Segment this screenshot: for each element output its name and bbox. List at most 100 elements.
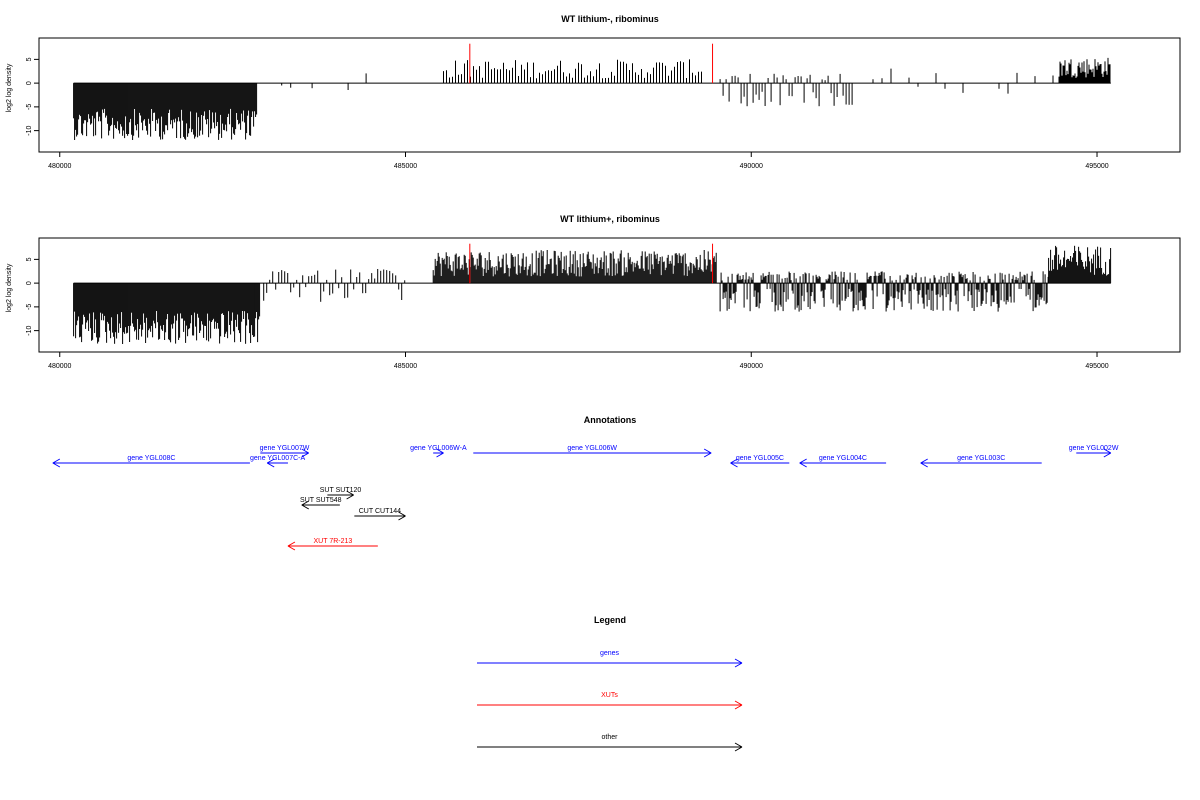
legend-item: XUTs: [477, 692, 743, 710]
annotation-feature: gene YGL008C: [52, 455, 250, 468]
legend-title: Legend: [594, 615, 626, 625]
annotation-arrow-head: [1103, 452, 1112, 458]
annotation-feature: gene YGL007C-A: [250, 455, 305, 468]
annotations-section: Annotations gene YGL008C gene YGL007C-Age…: [52, 415, 1119, 551]
legend-section: Legend genes XUTs other: [477, 615, 743, 752]
y-tick-label: -5: [26, 104, 33, 110]
annotation-arrow-head: [266, 458, 275, 464]
annotation-arrow-head: [799, 462, 807, 468]
annotation-arrow-head: [301, 452, 309, 458]
annotation-label: gene YGL006W: [567, 445, 617, 452]
x-tick-label: 495000: [1085, 363, 1108, 370]
annotation-label: gene YGL007W: [260, 445, 310, 452]
legend-arrow-head: [734, 746, 743, 752]
annotation-arrow-head: [703, 448, 712, 454]
y-tick-label: 5: [26, 57, 33, 61]
annotation-arrow-head: [346, 494, 354, 500]
y-tick-label: 0: [26, 81, 33, 85]
y-axis-label: log2 log density: [6, 263, 13, 312]
track-panel-lithium-plus: WT lithium+, ribominus log2 log density …: [6, 214, 1181, 370]
legend-label: genes: [600, 650, 620, 657]
annotation-arrow-head: [799, 458, 807, 464]
bar-layer: [73, 57, 1111, 140]
legend-arrow-head: [734, 700, 743, 706]
annotation-label: CUT CUT144: [359, 508, 401, 515]
annotation-label: gene YGL003C: [957, 455, 1005, 462]
x-tick-label: 480000: [48, 363, 71, 370]
legend-item: genes: [477, 650, 743, 668]
legend-arrow-head: [734, 742, 743, 748]
marker-layer: [469, 243, 714, 284]
x-tick-label: 490000: [740, 163, 763, 170]
y-tick-label: -10: [26, 125, 33, 135]
annotation-arrow-head: [920, 462, 928, 468]
legend-arrow-head: [734, 704, 743, 710]
annotation-feature: gene YGL006W: [473, 445, 712, 458]
legend-items: genes XUTs other: [477, 650, 743, 752]
legend-arrow-head: [734, 662, 743, 668]
plot-frame: [38, 237, 1181, 353]
legend-item: other: [477, 734, 743, 752]
y-tick-label: 5: [26, 257, 33, 261]
y-axis-label: log2 log density: [6, 63, 13, 112]
y-tick-label: 0: [26, 281, 33, 285]
y-tick-label: -5: [26, 304, 33, 310]
legend-label: other: [602, 734, 619, 741]
annotation-arrow-head: [287, 545, 296, 551]
annotation-feature: gene YGL006W-A: [410, 445, 467, 458]
annotation-feature: SUT SUT120: [320, 487, 362, 500]
annotation-arrow-head: [436, 448, 444, 454]
x-tick-label: 490000: [740, 363, 763, 370]
annotation-feature: CUT CUT144: [354, 508, 406, 521]
annotation-feature: gene YGL004C: [799, 455, 887, 468]
annotation-arrows: gene YGL008C gene YGL007C-A gene YGL007W ge…: [52, 445, 1119, 551]
annotation-label: XUT 7R-213: [314, 538, 353, 545]
y-tick-label: -10: [26, 325, 33, 335]
annotation-arrow-head: [730, 458, 738, 464]
annotation-label: SUT SUT120: [320, 487, 362, 494]
annotation-feature: gene YGL003C: [920, 455, 1042, 468]
annotation-feature: XUT 7R-213: [287, 538, 378, 551]
annotation-arrow-head: [301, 500, 310, 506]
annotation-feature: gene YGL007W: [260, 445, 310, 458]
annotation-label: gene YGL002W: [1069, 445, 1119, 452]
annotation-arrow-head: [52, 462, 61, 468]
annotation-label: gene YGL007C-A: [250, 455, 305, 462]
annotation-arrow-head: [920, 458, 928, 464]
annotation-arrow-head: [703, 452, 712, 458]
annotation-arrow-head: [52, 458, 61, 464]
annotation-arrow-head: [1103, 448, 1112, 454]
annotation-arrow-head: [301, 504, 310, 510]
annotation-arrow-head: [346, 490, 354, 496]
annotation-label: gene YGL004C: [819, 455, 867, 462]
x-tick-label: 485000: [394, 163, 417, 170]
x-tick-label: 480000: [48, 163, 71, 170]
annotation-feature: gene YGL005C: [730, 455, 790, 468]
plot-frame: [38, 37, 1181, 153]
annotation-arrow-head: [398, 515, 406, 521]
annotation-arrow-head: [266, 462, 275, 468]
track-panel-lithium-minus: WT lithium-, ribominus log2 log density …: [6, 14, 1181, 170]
annotation-arrow-head: [287, 541, 296, 547]
panel-title: WT lithium-, ribominus: [561, 14, 659, 24]
x-tick-label: 495000: [1085, 163, 1108, 170]
annotation-feature: gene YGL002W: [1069, 445, 1119, 458]
annotation-label: gene YGL006W-A: [410, 445, 467, 452]
x-tick-label: 485000: [394, 363, 417, 370]
annotation-feature: SUT SUT548: [300, 497, 342, 510]
legend-label: XUTs: [601, 692, 618, 699]
annotation-arrow-head: [398, 511, 406, 517]
annotations-title: Annotations: [584, 415, 637, 425]
axis-layer: 480000 485000 490000 495000 -10 -5 0 5: [26, 57, 1109, 170]
axis-layer: 480000 485000 490000 495000 -10 -5 0 5: [26, 257, 1109, 370]
bar-layer: [73, 245, 1112, 344]
annotation-arrow-head: [436, 452, 444, 458]
annotation-arrow-head: [730, 462, 738, 468]
marker-layer: [469, 43, 714, 84]
panel-title: WT lithium+, ribominus: [560, 214, 660, 224]
annotation-arrow-head: [301, 448, 309, 454]
legend-arrow-head: [734, 658, 743, 664]
annotation-label: gene YGL008C: [127, 455, 175, 462]
annotation-label: SUT SUT548: [300, 497, 342, 504]
